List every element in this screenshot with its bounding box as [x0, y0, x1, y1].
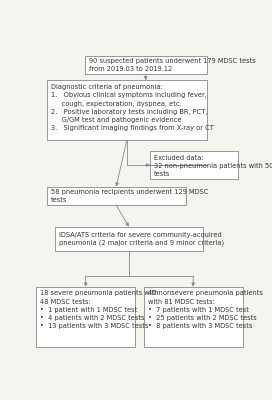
FancyBboxPatch shape [47, 186, 186, 205]
Text: 18 severe pneumonia patients with
48 MDSC tests:
•  1 patient with 1 MDSC test
•: 18 severe pneumonia patients with 48 MDS… [40, 290, 159, 329]
Text: 90 suspected patients underwent 179 MDSC tests
from 2019.03 to 2019.12: 90 suspected patients underwent 179 MDSC… [89, 58, 256, 72]
Text: 40 nonsevere pneumonia patients
with 81 MDSC tests:
•  7 patients with 1 MDSC te: 40 nonsevere pneumonia patients with 81 … [148, 290, 263, 329]
Text: 58 pneumonia recipients underwent 129 MDSC
tests: 58 pneumonia recipients underwent 129 MD… [51, 189, 208, 203]
Text: Excluded data:
32 non-pneumonia patients with 50 MDSC
tests: Excluded data: 32 non-pneumonia patients… [154, 155, 272, 177]
FancyBboxPatch shape [144, 287, 243, 347]
FancyBboxPatch shape [85, 56, 207, 74]
FancyBboxPatch shape [150, 151, 239, 179]
Text: Diagnostic criteria of pneumonia:
1.   Obvious clinical symptoms including fever: Diagnostic criteria of pneumonia: 1. Obv… [51, 84, 214, 131]
FancyBboxPatch shape [47, 80, 207, 140]
FancyBboxPatch shape [55, 227, 203, 251]
FancyBboxPatch shape [36, 287, 135, 347]
Text: IDSA/ATS criteria for severe community-acquired
pneumonia (2 major criteria and : IDSA/ATS criteria for severe community-a… [59, 232, 224, 246]
